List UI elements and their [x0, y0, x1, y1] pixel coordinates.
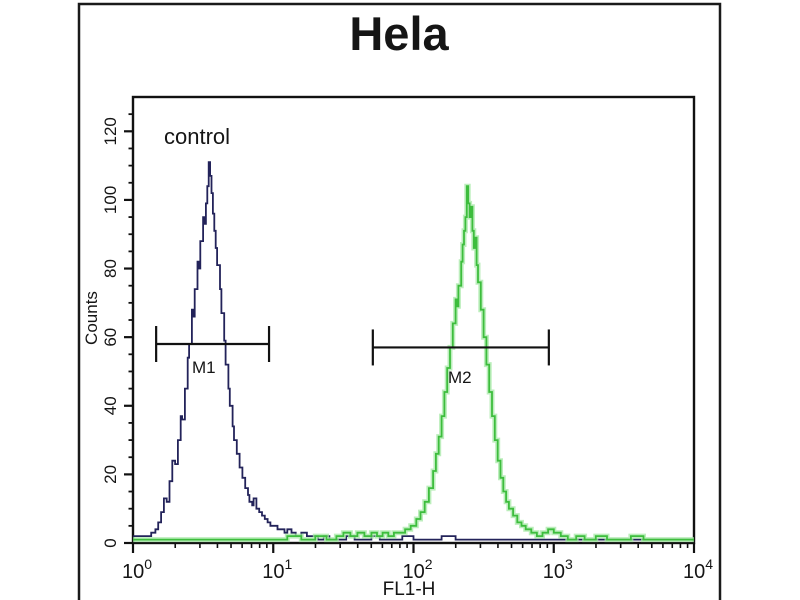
x-axis-label: FL1-H: [383, 579, 436, 600]
plot-area-border: [131, 95, 696, 545]
svg-text:80: 80: [101, 259, 120, 278]
axis-ticks: [124, 113, 696, 553]
marker-m1-label: M1: [192, 358, 216, 377]
svg-text:100: 100: [101, 186, 120, 214]
svg-text:100: 100: [122, 556, 152, 583]
svg-text:103: 103: [543, 556, 573, 583]
figure-border: [77, 2, 722, 600]
svg-text:20: 20: [101, 465, 120, 484]
marker-m2-label: M2: [448, 368, 472, 387]
svg-text:101: 101: [262, 556, 292, 583]
svg-text:60: 60: [101, 328, 120, 347]
control-curve: [133, 161, 694, 541]
histogram-curves: [133, 161, 694, 543]
y-axis-label: Counts: [82, 291, 101, 345]
svg-text:0: 0: [101, 538, 120, 547]
gate-marker-lines: [155, 326, 550, 366]
svg-text:40: 40: [101, 396, 120, 415]
svg-text:104: 104: [683, 556, 713, 583]
control-annotation: control: [164, 124, 230, 149]
stained-curve: [133, 185, 694, 541]
svg-text:120: 120: [101, 117, 120, 145]
chart-title: Hela: [349, 7, 449, 60]
